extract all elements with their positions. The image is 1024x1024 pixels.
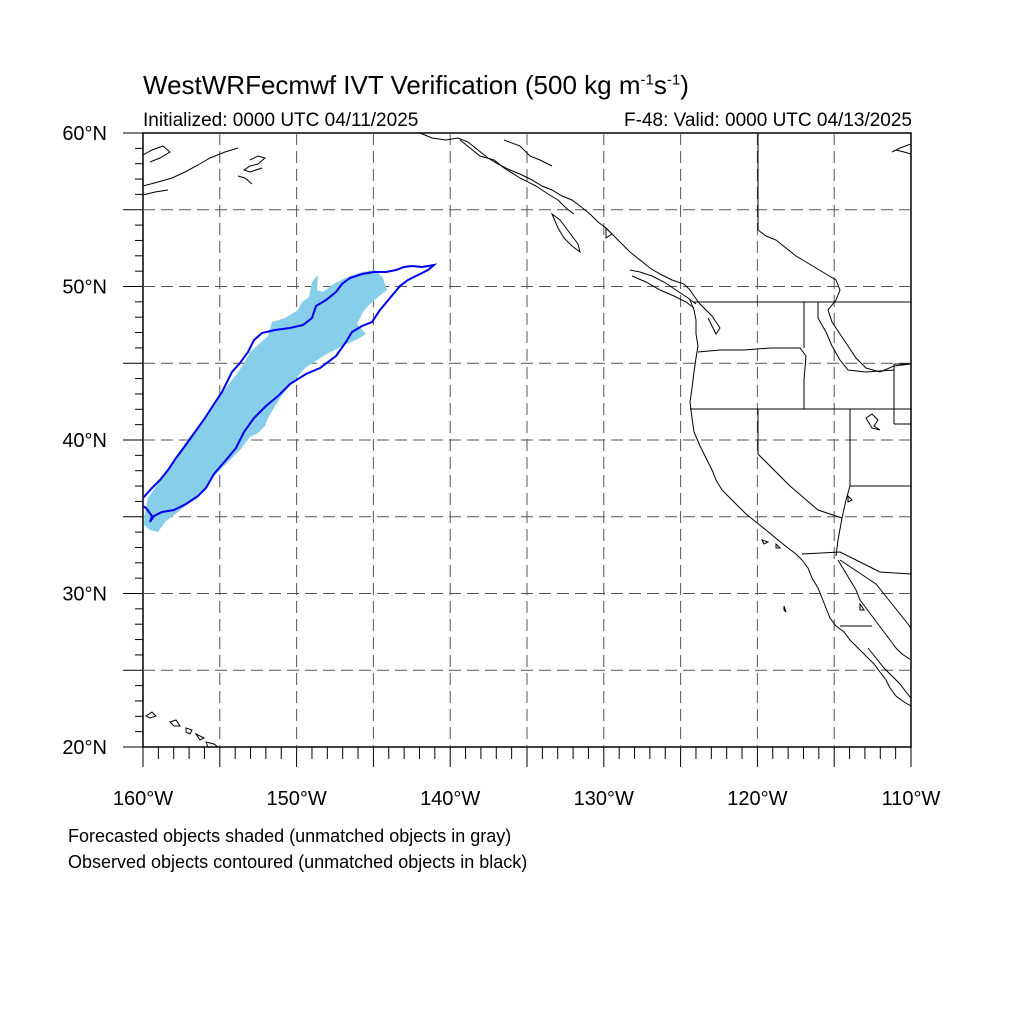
lat-lon-grid xyxy=(143,133,911,747)
footnote-forecast: Forecasted objects shaded (unmatched obj… xyxy=(68,826,512,846)
axis-ticks xyxy=(123,132,912,767)
coastlines xyxy=(143,133,911,747)
lat-label: 30°N xyxy=(62,584,107,606)
plot-title: WestWRFecmwf IVT Verification (500 kg m-… xyxy=(143,70,689,100)
lon-label: 140°W xyxy=(420,788,480,810)
lon-label: 130°W xyxy=(574,788,634,810)
longitude-labels: 160°W 150°W 140°W 130°W 120°W 110°W xyxy=(113,788,941,810)
valid-time: F-48: Valid: 0000 UTC 04/13/2025 xyxy=(624,110,912,131)
observed-object-contour xyxy=(143,263,438,523)
initialized-time: Initialized: 0000 UTC 04/11/2025 xyxy=(143,110,419,131)
latitude-labels: 60°N 50°N 40°N 30°N 20°N xyxy=(62,123,107,759)
lat-label: 60°N xyxy=(62,123,107,145)
lat-label: 40°N xyxy=(62,430,107,452)
lon-label: 110°W xyxy=(882,788,941,810)
lon-label: 120°W xyxy=(727,788,787,810)
lat-label: 20°N xyxy=(62,737,107,759)
lat-label: 50°N xyxy=(62,277,107,299)
footnote-observed: Observed objects contoured (unmatched ob… xyxy=(68,852,528,872)
forecast-object-shade xyxy=(144,270,387,532)
lon-label: 160°W xyxy=(113,788,173,810)
political-borders xyxy=(503,133,911,627)
lon-label: 150°W xyxy=(266,788,326,810)
